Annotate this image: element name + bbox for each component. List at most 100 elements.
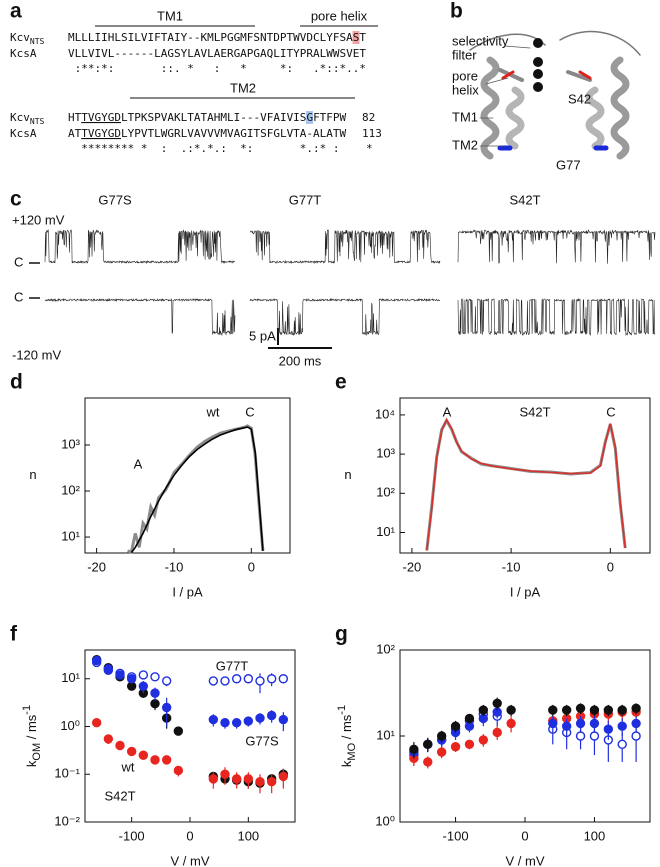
data-point — [266, 674, 277, 684]
seq-segment: MLLLIIHLSILVIFTAIY--KMLPGGMFSNTDPTWVDCLY… — [68, 31, 353, 44]
tm2-label: TM2 — [230, 80, 256, 95]
data-point — [548, 705, 558, 715]
structure-label: TM2 — [452, 137, 478, 152]
data-point — [266, 776, 277, 787]
plot-frame — [399, 397, 651, 554]
ion — [533, 69, 543, 79]
data-point — [450, 742, 461, 752]
data-point — [208, 676, 219, 686]
highlight-g77 — [306, 111, 313, 124]
y-tick-label: 10² — [61, 482, 80, 497]
seq-segment: FTFPW — [313, 111, 346, 124]
sequence: VLLVIVL------LAGSYLAVLAERGAPGAQLITYPRALW… — [68, 47, 366, 60]
data-point — [126, 746, 137, 757]
data-point — [255, 776, 265, 787]
x-tick-label: -100 — [119, 828, 145, 843]
structure-label: S42 — [568, 91, 591, 106]
structure — [469, 30, 641, 160]
y-tick-label: 10³ — [376, 446, 395, 461]
y-tick-label: 10¹ — [61, 528, 80, 543]
y-tick-label: 10⁻¹ — [54, 766, 80, 781]
current-trace — [44, 297, 236, 337]
data-point — [208, 774, 219, 784]
tm1-label: TM1 — [157, 8, 183, 23]
x-axis-label: V / mV — [170, 853, 209, 867]
data-point — [409, 744, 419, 755]
data-point — [220, 676, 230, 686]
x-tick-label: -20 — [403, 559, 422, 574]
panel-letter: g — [335, 623, 348, 646]
data-point — [173, 765, 184, 776]
seq-name-base: Kcv — [10, 31, 30, 44]
data-point — [150, 755, 160, 765]
data-point — [115, 670, 125, 680]
data-point — [138, 750, 149, 760]
label-part: / ms — [339, 714, 354, 743]
seq-segment: S — [353, 31, 360, 44]
y-tick-label: 10⁴ — [375, 406, 395, 421]
data-point — [423, 757, 433, 767]
structure-label: helix — [452, 82, 479, 97]
data-point — [464, 739, 475, 750]
histogram-curve — [130, 426, 264, 554]
seq-name-base: Kcv — [10, 111, 30, 124]
x-tick-label: -20 — [87, 559, 106, 574]
current-trace — [457, 297, 656, 336]
data-point — [115, 740, 125, 751]
seq-segment: LTPKSPVAKLTATAHMLI---VFAIVIS — [121, 111, 306, 124]
series-label: G77T — [216, 658, 249, 673]
data-point — [91, 718, 102, 728]
structure-label: filter — [452, 47, 477, 62]
current-trace — [249, 297, 441, 337]
seq-name-sub: NTS — [30, 117, 45, 126]
data-point — [150, 688, 160, 698]
voltage-label: +120 mV — [12, 212, 65, 227]
data-point — [617, 721, 627, 731]
data-point — [575, 718, 586, 729]
closed-label: C — [14, 254, 23, 269]
seq-segment: AT — [68, 127, 82, 140]
data-point — [617, 739, 627, 750]
annotation: A — [134, 456, 143, 471]
label-part: k — [24, 760, 39, 767]
structure-label: pore — [452, 68, 478, 83]
data-point — [161, 676, 172, 686]
seq-segment: LYPVTLWGRLVAVVVMVAGITSFGLVTA-ALATW — [121, 127, 347, 140]
data-point — [492, 727, 502, 738]
y-tick-label: 10¹ — [376, 524, 395, 539]
current-trace — [457, 229, 656, 264]
annotation: C — [606, 404, 615, 419]
sequence: HTTVGYGDLTPKSPVAKLTATAHMLI---VFAIVISGFTF… — [68, 111, 347, 124]
x-axis-label: I / pA — [510, 584, 541, 599]
data-point — [561, 721, 572, 731]
y-tick-label: 10¹ — [61, 670, 80, 685]
seq-segment: TVGYGD — [81, 111, 121, 124]
highlight-s42 — [352, 31, 360, 44]
closed-label: C — [14, 289, 23, 304]
histogram-curve — [425, 417, 627, 551]
data-point — [208, 714, 219, 725]
y-tick-label: 10⁻² — [54, 813, 80, 828]
data-point — [575, 731, 586, 741]
data-point — [450, 721, 461, 731]
data-point — [231, 674, 242, 684]
conservation: ******** * : .:*.*.: *: *.:* : * — [68, 142, 373, 155]
data-point — [220, 769, 230, 779]
x-tick-label: -10 — [165, 559, 184, 574]
annotation: C — [245, 404, 254, 419]
x-tick-label: 0 — [248, 559, 255, 574]
y-tick-label: 10³ — [61, 436, 80, 451]
data-point — [506, 705, 516, 715]
x-axis-label: I / pA — [172, 584, 203, 599]
panel-letter: a — [10, 0, 22, 23]
histogram-curve — [426, 418, 626, 551]
label-sub: MO — [346, 742, 358, 760]
seq-segment: G — [306, 111, 313, 124]
series-label: wt — [121, 759, 135, 774]
data-point — [161, 702, 172, 713]
scale-label: 200 ms — [279, 353, 322, 368]
panel-letter: c — [10, 188, 22, 211]
seq-name: KcsA — [10, 127, 37, 140]
ion — [533, 38, 543, 48]
